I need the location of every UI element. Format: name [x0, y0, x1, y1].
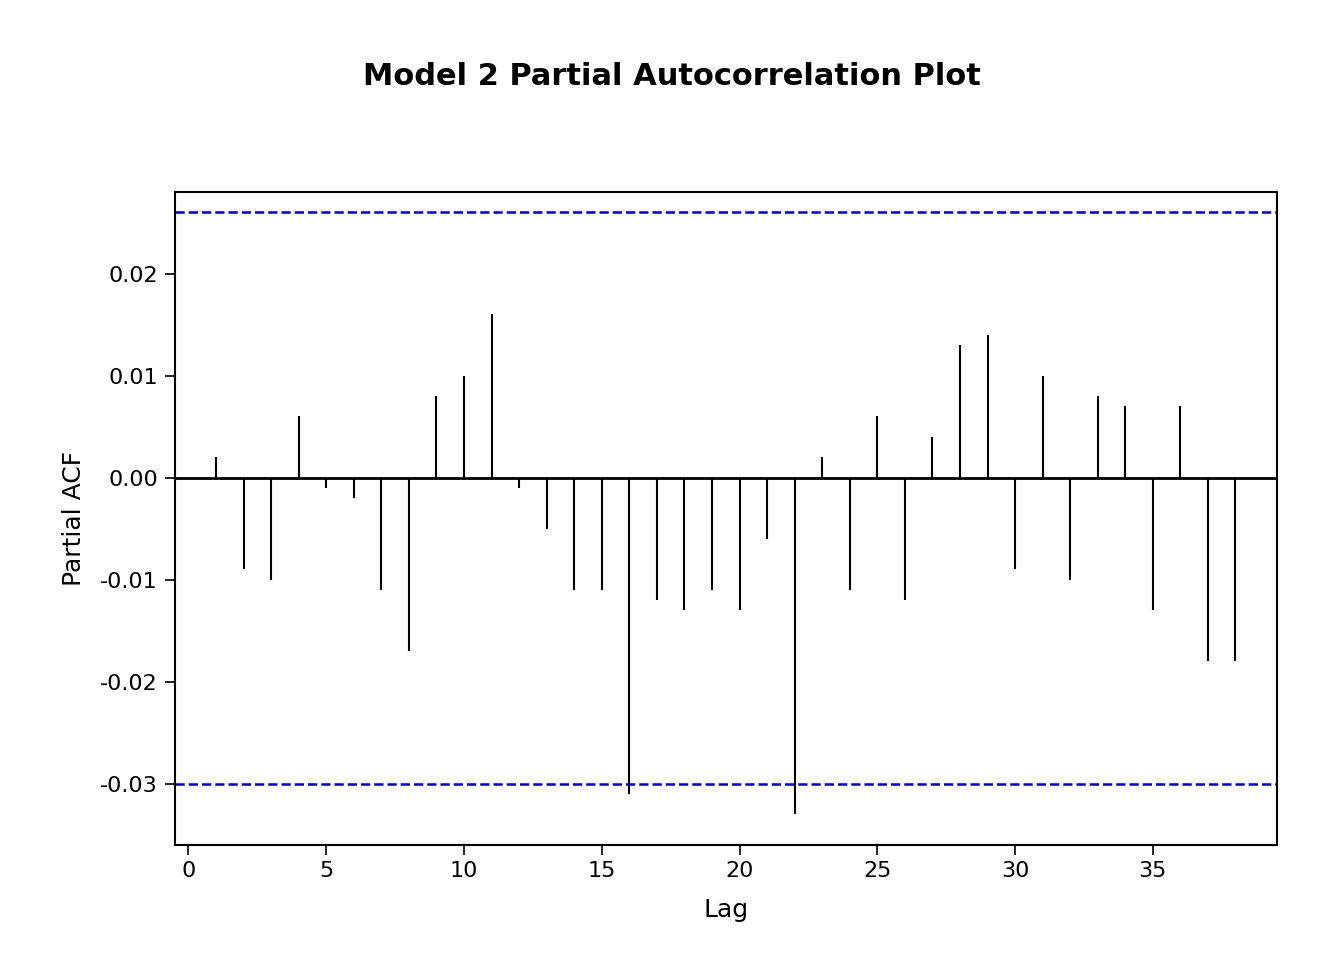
- Text: Model 2 Partial Autocorrelation Plot: Model 2 Partial Autocorrelation Plot: [363, 62, 981, 91]
- X-axis label: Lag: Lag: [703, 899, 749, 923]
- Y-axis label: Partial ACF: Partial ACF: [62, 451, 86, 586]
